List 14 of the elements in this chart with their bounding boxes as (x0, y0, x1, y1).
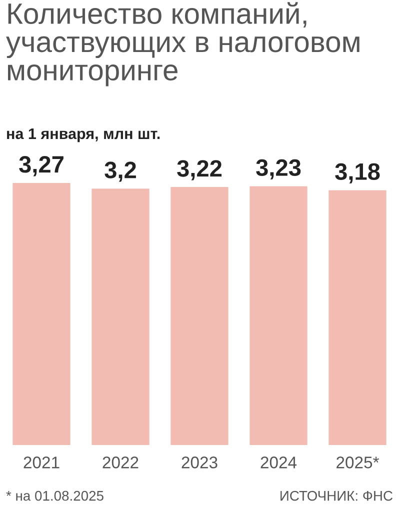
chart-subtitle: на 1 января, млн шт. (7, 128, 160, 142)
text: ИСТОЧНИК: ФНС (280, 490, 392, 501)
x-tick-label: 2023 (182, 456, 218, 468)
data-label: 3,27 (19, 156, 64, 176)
x-tick-label: 2024 (260, 456, 297, 468)
chart-title: Количество компаний, участвующих в налоговом мониторинге (6, 2, 360, 86)
data-label: 3,18 (335, 163, 380, 184)
x-tick-label: 2025* (336, 456, 380, 468)
x-tick-label: 2021 (24, 456, 60, 468)
x-tick-label: 2022 (102, 456, 138, 468)
text: * на 01.08.2025 (6, 490, 104, 501)
data-label: 3,23 (256, 159, 301, 180)
data-label: 3,22 (177, 160, 222, 180)
data-label: 3,2 (104, 162, 136, 182)
